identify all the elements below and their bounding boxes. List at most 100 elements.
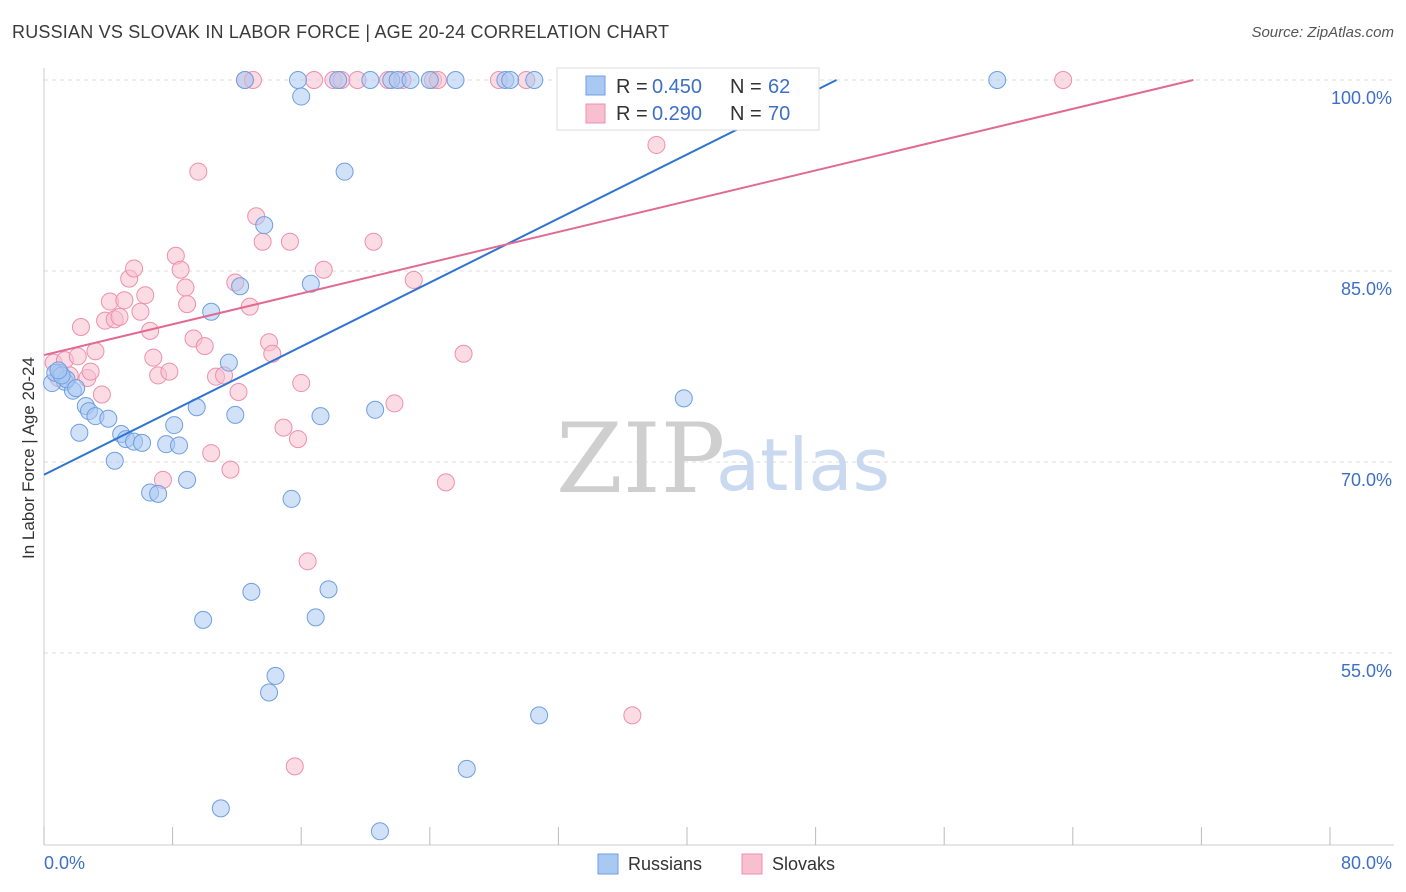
slovak-point bbox=[131, 302, 150, 321]
legend-n-label-slovaks: N = bbox=[730, 103, 767, 125]
russian-point bbox=[525, 71, 544, 89]
russian-point bbox=[105, 451, 124, 470]
trendlines bbox=[43, 79, 1194, 476]
russians-trendline bbox=[43, 79, 837, 476]
russian-point bbox=[988, 71, 1007, 89]
russian-point bbox=[67, 379, 86, 398]
slovak-point bbox=[404, 270, 423, 289]
legend-r-label-slovaks: R = bbox=[616, 103, 653, 125]
russian-point bbox=[674, 389, 693, 408]
russian-point bbox=[99, 409, 118, 428]
slovak-point bbox=[305, 71, 324, 89]
slovak-point bbox=[623, 706, 642, 725]
legend: R = 0.450 N = 62 R = 0.290 N = 70 bbox=[556, 67, 820, 131]
slovak-point bbox=[68, 347, 87, 366]
slovak-point bbox=[176, 278, 195, 297]
slovak-point bbox=[314, 260, 333, 279]
slovak-point bbox=[280, 232, 299, 251]
slovak-point bbox=[298, 552, 317, 571]
russian-point bbox=[260, 683, 279, 702]
slovak-point bbox=[195, 337, 214, 356]
russian-point bbox=[266, 666, 285, 685]
slovak-point bbox=[221, 460, 240, 479]
slovaks-trendline bbox=[43, 79, 1194, 357]
bottom-legend-swatch-slovaks bbox=[741, 853, 763, 875]
russian-point bbox=[178, 470, 197, 489]
slovak-point bbox=[71, 318, 90, 337]
russian-point bbox=[49, 361, 68, 380]
chart-title: RUSSIAN VS SLOVAK IN LABOR FORCE | AGE 2… bbox=[12, 22, 670, 42]
y-tick-label: 55.0% bbox=[1341, 661, 1392, 681]
legend-swatch-russians bbox=[585, 75, 606, 96]
russian-point bbox=[361, 71, 380, 89]
slovak-point bbox=[274, 418, 293, 437]
russian-point bbox=[301, 274, 320, 293]
slovak-point bbox=[253, 232, 272, 251]
russian-point bbox=[242, 582, 261, 601]
russian-point bbox=[446, 71, 465, 89]
bottom-legend: Russians Slovaks bbox=[597, 853, 835, 875]
russian-point bbox=[457, 759, 476, 778]
slovak-point bbox=[144, 348, 163, 367]
axes bbox=[43, 68, 1394, 846]
y-tick-label: 100.0% bbox=[1331, 88, 1392, 108]
slovak-point bbox=[436, 473, 455, 492]
legend-n-label-russians: N = bbox=[730, 76, 767, 98]
watermark-zip: ZIP bbox=[556, 403, 725, 515]
slovak-point bbox=[385, 394, 404, 413]
legend-r-label-russians: R = bbox=[616, 76, 653, 98]
russian-point bbox=[282, 489, 301, 508]
russian-point bbox=[211, 799, 230, 818]
russian-point bbox=[366, 400, 385, 419]
slovak-point bbox=[647, 135, 666, 154]
russian-point bbox=[70, 423, 89, 442]
russian-point bbox=[149, 484, 168, 503]
slovak-point bbox=[229, 382, 248, 401]
russian-point bbox=[401, 71, 420, 89]
slovak-point bbox=[1054, 71, 1073, 89]
russian-point bbox=[202, 302, 221, 321]
slovak-point bbox=[92, 385, 111, 404]
russian-point bbox=[235, 71, 254, 89]
legend-n-value-russians: 62 bbox=[768, 76, 790, 98]
x-tick-labels: 0.0% 80.0% bbox=[44, 853, 1392, 873]
series-russians bbox=[43, 71, 1007, 841]
y-tick-label: 70.0% bbox=[1341, 470, 1392, 490]
russian-point bbox=[306, 608, 325, 627]
slovak-point bbox=[263, 344, 282, 363]
slovak-point bbox=[110, 307, 129, 326]
russian-point bbox=[319, 580, 338, 599]
slovak-point bbox=[285, 757, 304, 776]
russian-point bbox=[420, 71, 439, 89]
legend-n-value-slovaks: 70 bbox=[768, 103, 790, 125]
russian-point bbox=[501, 71, 520, 89]
bottom-legend-label-slovaks: Slovaks bbox=[772, 854, 835, 874]
slovak-point bbox=[136, 286, 155, 305]
slovak-point bbox=[189, 162, 208, 181]
russian-point bbox=[170, 436, 189, 455]
russian-point bbox=[335, 162, 354, 181]
slovak-point bbox=[454, 344, 473, 363]
bottom-legend-label-russians: Russians bbox=[628, 854, 702, 874]
russian-point bbox=[288, 71, 307, 89]
legend-swatch-slovaks bbox=[585, 103, 606, 124]
russian-point bbox=[255, 216, 274, 235]
russian-point bbox=[165, 416, 184, 435]
y-tick-labels: 55.0% 70.0% 85.0% 100.0% bbox=[1331, 88, 1392, 681]
slovak-point bbox=[125, 259, 144, 278]
slovak-point bbox=[178, 295, 197, 314]
slovak-point bbox=[81, 362, 100, 381]
slovak-point bbox=[202, 444, 221, 463]
legend-r-value-russians: 0.450 bbox=[652, 76, 702, 98]
russian-point bbox=[530, 706, 549, 725]
x-tick-label: 80.0% bbox=[1341, 853, 1392, 873]
russian-point bbox=[226, 405, 245, 424]
russian-point bbox=[194, 610, 213, 629]
russian-point bbox=[329, 71, 348, 89]
legend-r-value-slovaks: 0.290 bbox=[652, 103, 702, 125]
slovak-point bbox=[86, 342, 105, 361]
gridlines bbox=[44, 79, 1394, 654]
slovak-point bbox=[292, 374, 311, 393]
x-tick-label: 0.0% bbox=[44, 853, 85, 873]
slovak-point bbox=[171, 260, 190, 279]
